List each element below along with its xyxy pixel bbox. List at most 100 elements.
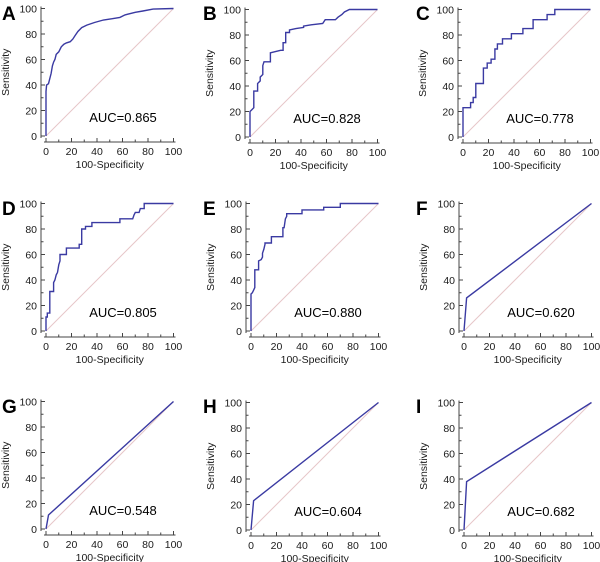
y-tick-label: 40 — [443, 275, 455, 287]
y-tick-label: 0 — [31, 524, 37, 536]
x-axis-title: 100-Specificity — [281, 354, 350, 366]
y-tick-label: 60 — [443, 449, 455, 461]
panel-letter: H — [203, 397, 217, 418]
x-tick-label: 60 — [117, 539, 129, 551]
panel-letter: I — [416, 397, 421, 418]
y-tick-label: 0 — [236, 326, 242, 338]
roc-panel-e: E 0 20 40 60 80 100 0 20 40 60 80 100 100-Specificity… — [203, 199, 387, 367]
panel-letter: G — [2, 397, 17, 418]
y-tick-label: 80 — [443, 423, 455, 435]
x-tick-label: 100 — [370, 341, 388, 353]
roc-panel-i: I 0 20 40 60 80 100 0 20 40 60 80 100 100-Specificity… — [416, 397, 600, 562]
x-tick-label: 20 — [271, 540, 283, 552]
y-tick-label: 40 — [25, 275, 37, 287]
roc-curve-line — [45, 400, 174, 530]
y-tick-label: 40 — [230, 474, 242, 486]
roc-curve-line — [45, 7, 174, 136]
x-tick-label: 80 — [347, 540, 359, 552]
y-tick-label: 60 — [230, 449, 242, 461]
x-axis-title: 100-Specificity — [280, 160, 349, 172]
x-tick-label: 60 — [322, 540, 334, 552]
y-tick-label: 100 — [436, 5, 454, 17]
panel-letter: C — [416, 4, 430, 25]
y-tick-label: 100 — [437, 398, 455, 410]
y-tick-label: 80 — [443, 224, 455, 236]
x-tick-label: 60 — [535, 341, 547, 353]
roc-panel-g: G 0 20 40 60 80 100 0 20 40 60 80 100 100-Specificity… — [0, 397, 182, 562]
y-axis-title: Sensitivity — [0, 441, 12, 489]
x-tick-label: 40 — [91, 146, 103, 158]
panel-letter: B — [203, 4, 217, 25]
x-tick-label: 60 — [117, 341, 129, 353]
y-tick-label: 60 — [25, 448, 37, 460]
x-tick-label: 60 — [534, 147, 546, 159]
y-tick-label: 60 — [229, 56, 241, 68]
y-tick-label: 80 — [442, 30, 454, 42]
x-tick-label: 20 — [484, 540, 496, 552]
x-tick-label: 60 — [322, 341, 334, 353]
x-tick-label: 40 — [296, 540, 308, 552]
roc-panel-h: H 0 20 40 60 80 100 0 20 40 60 80 100 100-Specificity… — [203, 397, 387, 562]
y-tick-label: 80 — [230, 423, 242, 435]
y-axis-title: Sensitivity — [418, 442, 430, 490]
y-tick-label: 40 — [25, 473, 37, 485]
roc-curve-line — [250, 202, 379, 331]
x-tick-label: 0 — [460, 147, 466, 159]
y-tick-label: 60 — [25, 55, 37, 67]
y-tick-label: 60 — [230, 250, 242, 262]
x-axis-title: 100-Specificity — [76, 354, 145, 366]
y-tick-label: 40 — [229, 81, 241, 93]
reference-diagonal-line — [45, 401, 174, 530]
x-tick-label: 60 — [117, 146, 129, 158]
y-tick-label: 100 — [437, 199, 455, 211]
reference-diagonal-line — [462, 9, 591, 138]
x-tick-label: 0 — [43, 146, 49, 158]
x-tick-label: 0 — [461, 341, 467, 353]
reference-diagonal-line — [463, 402, 592, 531]
auc-annotation: AUC=0.778 — [506, 111, 574, 126]
x-tick-label: 80 — [560, 341, 572, 353]
reference-diagonal-line — [45, 203, 174, 332]
panel-letter: A — [2, 4, 16, 25]
y-tick-label: 80 — [25, 422, 37, 434]
panel-letter: F — [416, 199, 428, 220]
x-tick-label: 20 — [271, 341, 283, 353]
auc-annotation: AUC=0.682 — [507, 504, 575, 519]
y-axis-title: Sensitivity — [205, 442, 217, 490]
y-tick-label: 100 — [224, 199, 242, 211]
y-tick-label: 0 — [448, 132, 454, 144]
auc-annotation: AUC=0.865 — [89, 110, 157, 125]
x-tick-label: 100 — [165, 341, 183, 353]
x-tick-label: 60 — [321, 147, 333, 159]
y-tick-label: 20 — [442, 107, 454, 119]
y-tick-label: 0 — [449, 326, 455, 338]
roc-panel-f: F 0 20 40 60 80 100 0 20 40 60 80 100 100-Specificity… — [416, 199, 600, 367]
roc-curve-line — [45, 202, 174, 331]
y-tick-label: 80 — [25, 29, 37, 41]
x-tick-label: 40 — [509, 341, 521, 353]
x-tick-label: 40 — [508, 147, 520, 159]
x-axis-title: 100-Specificity — [494, 553, 563, 562]
roc-curve-line — [250, 401, 379, 531]
y-tick-label: 0 — [31, 326, 37, 338]
x-tick-label: 100 — [583, 540, 600, 552]
y-tick-label: 60 — [443, 250, 455, 262]
y-tick-label: 20 — [25, 301, 37, 313]
x-tick-label: 80 — [559, 147, 571, 159]
y-tick-label: 20 — [230, 500, 242, 512]
y-tick-label: 40 — [25, 80, 37, 92]
y-axis-title: Sensitivity — [0, 243, 12, 291]
roc-panel-a: A 0 20 40 60 80 100 0 20 40 60 80 100 100-Specificity… — [0, 4, 182, 172]
x-tick-label: 0 — [248, 540, 254, 552]
roc-panel-c: C 0 20 40 60 80 100 0 20 40 60 80 100 100-Specificity… — [416, 4, 599, 172]
auc-annotation: AUC=0.604 — [294, 504, 362, 519]
x-tick-label: 0 — [43, 341, 49, 353]
panel-letter: D — [2, 199, 16, 220]
x-tick-label: 100 — [370, 540, 388, 552]
roc-curve-line — [463, 202, 592, 332]
auc-annotation: AUC=0.880 — [294, 305, 362, 320]
y-tick-label: 0 — [235, 132, 241, 144]
auc-annotation: AUC=0.805 — [89, 305, 157, 320]
y-axis-title: Sensitivity — [204, 49, 216, 97]
